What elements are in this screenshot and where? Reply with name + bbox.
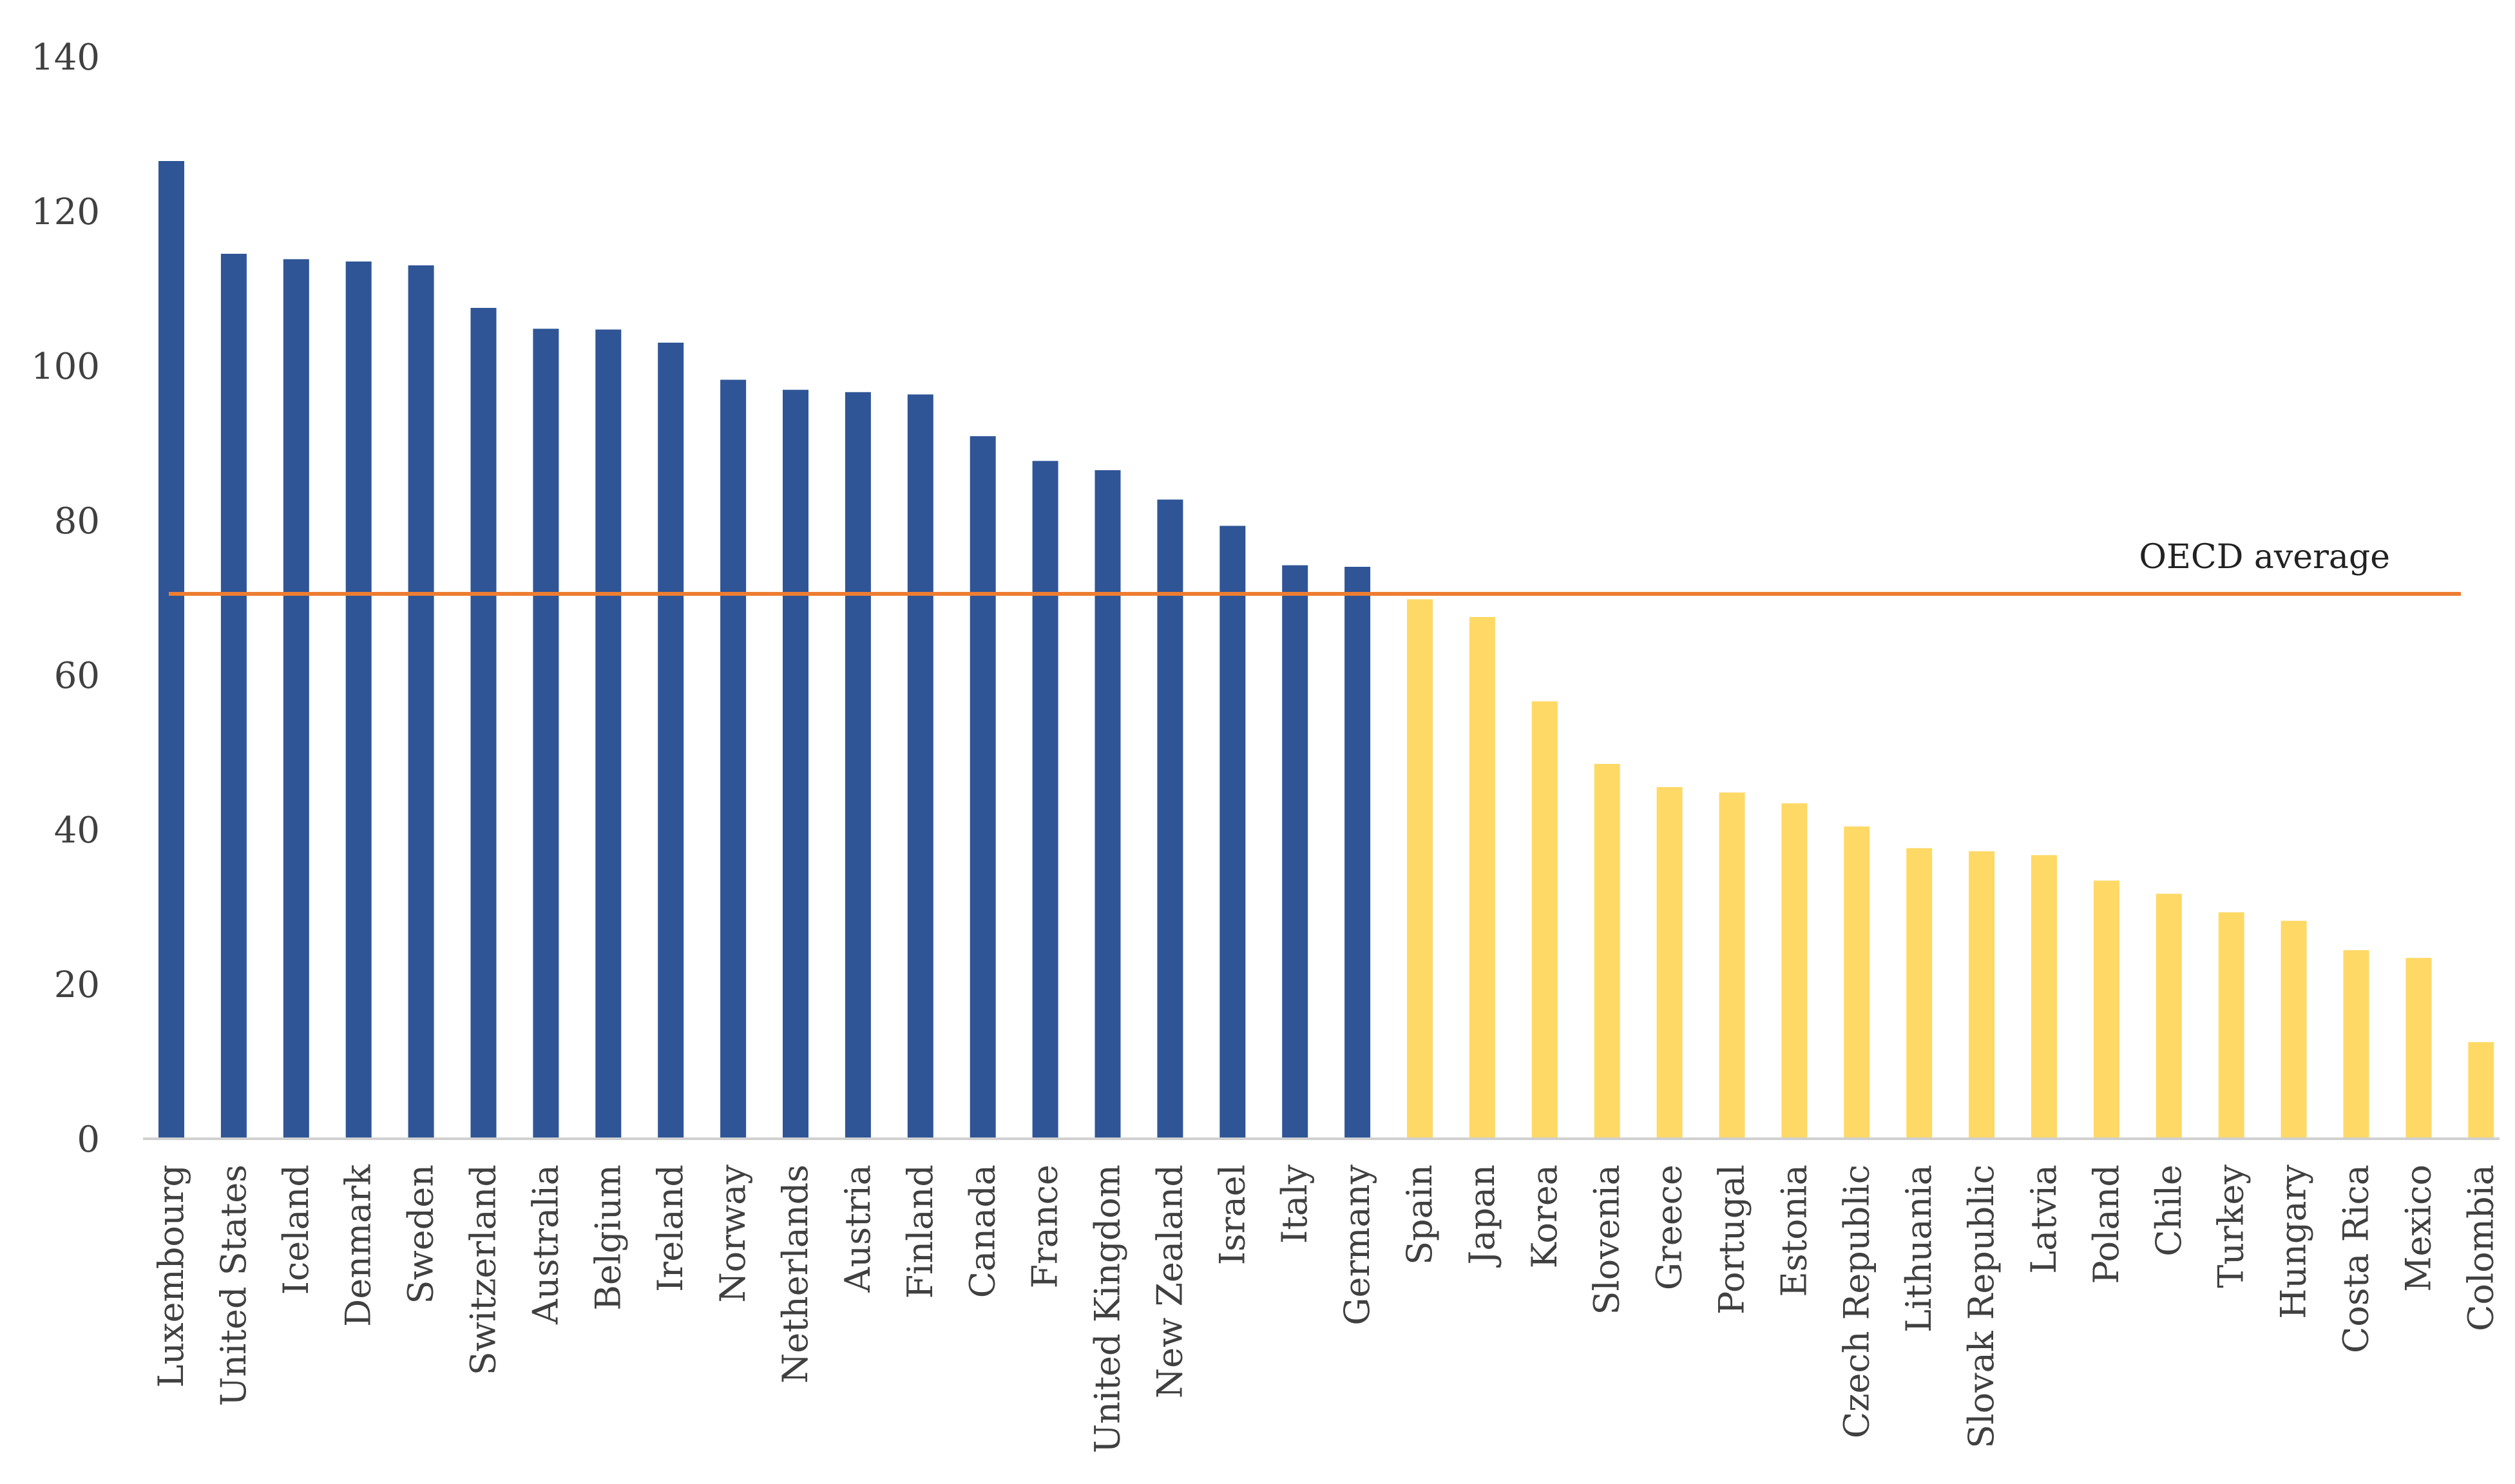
y-tick-label: 80 (54, 500, 100, 542)
y-tick-label: 0 (77, 1119, 100, 1161)
bar (907, 394, 933, 1139)
bar (1344, 567, 1371, 1139)
y-axis: 0 20 40 60 80 100 120 140 (31, 37, 100, 1161)
bar (658, 343, 684, 1139)
bar (783, 390, 808, 1139)
bar (1594, 764, 1620, 1139)
x-tick-label: Sweden (401, 1165, 441, 1304)
x-tick-label: Turkey (2211, 1165, 2252, 1288)
x-tick-label: Slovenia (1587, 1165, 1627, 1315)
x-tick-label: Ireland (650, 1165, 691, 1292)
x-tick-label: Japan (1462, 1165, 1502, 1268)
y-tick-label: 20 (54, 964, 100, 1006)
x-tick-label: France (1025, 1165, 1066, 1288)
x-tick-label: Canada (962, 1165, 1003, 1298)
x-tick-label: Iceland (276, 1165, 316, 1295)
bar (2405, 958, 2432, 1139)
bar (470, 308, 497, 1139)
bar (2468, 1042, 2494, 1139)
x-tick-label: Norway (712, 1165, 753, 1303)
x-tick-label: New Zealand (1149, 1165, 1190, 1398)
x-tick-label: Costa Rica (2336, 1165, 2376, 1353)
bar (1531, 701, 1558, 1139)
x-tick-label: Korea (1524, 1165, 1565, 1268)
bar (595, 329, 622, 1139)
bar (2031, 855, 2057, 1139)
bar (1969, 851, 1995, 1139)
bar (283, 259, 309, 1139)
bar (1844, 826, 1870, 1139)
x-tick-label: Finland (900, 1165, 941, 1298)
x-tick-label: Belgium (588, 1165, 628, 1311)
x-tick-label: Slovak Republic (1961, 1165, 2002, 1449)
bar (720, 379, 747, 1139)
x-tick-label: Israel (1212, 1165, 1252, 1265)
bar (1282, 565, 1308, 1139)
bar (1906, 848, 1933, 1139)
bar (845, 392, 871, 1139)
x-tick-label: United Kingdom (1087, 1165, 1128, 1453)
bar (2281, 920, 2307, 1139)
x-axis-labels: Luxembourg United States Iceland Denmark Swe… (151, 1164, 2501, 1453)
bar (220, 254, 247, 1139)
bar (345, 262, 372, 1139)
bar (1656, 787, 1683, 1139)
y-tick-label: 60 (54, 655, 100, 697)
y-tick-label: 40 (54, 810, 100, 851)
bar (1407, 599, 1433, 1139)
x-tick-label: Austria (837, 1165, 878, 1293)
x-tick-label: Netherlands (775, 1165, 816, 1384)
x-tick-label: Chile (2148, 1165, 2189, 1257)
bar (2093, 880, 2119, 1139)
x-tick-label: Germany (1337, 1165, 1377, 1326)
y-tick-label: 120 (31, 191, 100, 233)
x-tick-label: Australia (525, 1165, 566, 1325)
x-tick-label: Czech Republic (1836, 1165, 1877, 1438)
bar (970, 436, 996, 1139)
x-tick-label: Italy (1274, 1165, 1315, 1244)
bars (158, 161, 2494, 1139)
bar (2343, 950, 2369, 1139)
x-tick-label: Portugal (1712, 1165, 1752, 1315)
x-tick-label: Poland (2086, 1165, 2127, 1284)
x-tick-label: Luxembourg (151, 1165, 191, 1388)
y-tick-label: 100 (31, 346, 100, 388)
bar (1095, 470, 1121, 1139)
oecd-average-label: OECD average (2139, 538, 2390, 576)
bar (2218, 912, 2244, 1139)
bar (158, 161, 184, 1139)
x-tick-label: Greece (1649, 1165, 1690, 1290)
bar (408, 265, 434, 1139)
bar (2156, 893, 2182, 1139)
x-tick-label: United States (213, 1165, 254, 1406)
x-tick-label: Mexico (2398, 1165, 2438, 1292)
bar (1219, 526, 1246, 1139)
x-tick-label: Hungary (2273, 1165, 2314, 1319)
bar (1719, 792, 1745, 1139)
bar (1469, 617, 1495, 1139)
x-tick-label: Spain (1399, 1165, 1440, 1265)
y-tick-label: 140 (31, 37, 100, 79)
x-tick-label: Switzerland (463, 1165, 504, 1375)
x-tick-label: Colombia (2460, 1165, 2501, 1331)
bar (1157, 499, 1183, 1139)
bar (1781, 803, 1808, 1139)
bar (1032, 461, 1058, 1139)
x-tick-label: Latvia (2023, 1165, 2064, 1274)
x-tick-label: Denmark (338, 1164, 379, 1327)
x-tick-label: Estonia (1774, 1165, 1814, 1297)
x-tick-label: Lithuania (1898, 1165, 1939, 1333)
bar (533, 328, 559, 1139)
